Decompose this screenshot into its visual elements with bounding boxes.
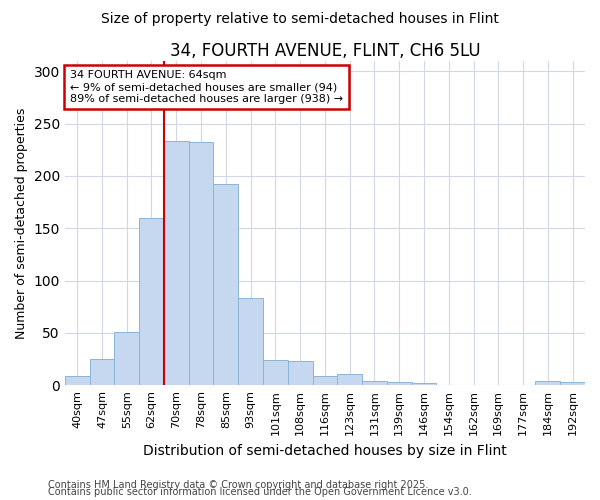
Bar <box>65 376 89 386</box>
Bar <box>337 374 362 386</box>
Bar <box>263 360 288 386</box>
Bar <box>412 383 436 386</box>
Text: Contains public sector information licensed under the Open Government Licence v3: Contains public sector information licen… <box>48 487 472 497</box>
Bar <box>362 381 387 386</box>
Bar <box>214 184 238 386</box>
Title: 34, FOURTH AVENUE, FLINT, CH6 5LU: 34, FOURTH AVENUE, FLINT, CH6 5LU <box>170 42 480 60</box>
Bar <box>238 298 263 386</box>
Bar <box>387 382 412 386</box>
X-axis label: Distribution of semi-detached houses by size in Flint: Distribution of semi-detached houses by … <box>143 444 507 458</box>
Bar <box>188 142 214 386</box>
Text: Size of property relative to semi-detached houses in Flint: Size of property relative to semi-detach… <box>101 12 499 26</box>
Bar <box>313 376 337 386</box>
Y-axis label: Number of semi-detached properties: Number of semi-detached properties <box>15 108 28 338</box>
Bar <box>288 361 313 386</box>
Bar <box>535 381 560 386</box>
Bar <box>139 218 164 386</box>
Bar <box>89 359 115 386</box>
Bar <box>560 382 585 386</box>
Text: 34 FOURTH AVENUE: 64sqm
← 9% of semi-detached houses are smaller (94)
89% of sem: 34 FOURTH AVENUE: 64sqm ← 9% of semi-det… <box>70 70 343 104</box>
Bar <box>164 142 188 386</box>
Text: Contains HM Land Registry data © Crown copyright and database right 2025.: Contains HM Land Registry data © Crown c… <box>48 480 428 490</box>
Bar <box>115 332 139 386</box>
